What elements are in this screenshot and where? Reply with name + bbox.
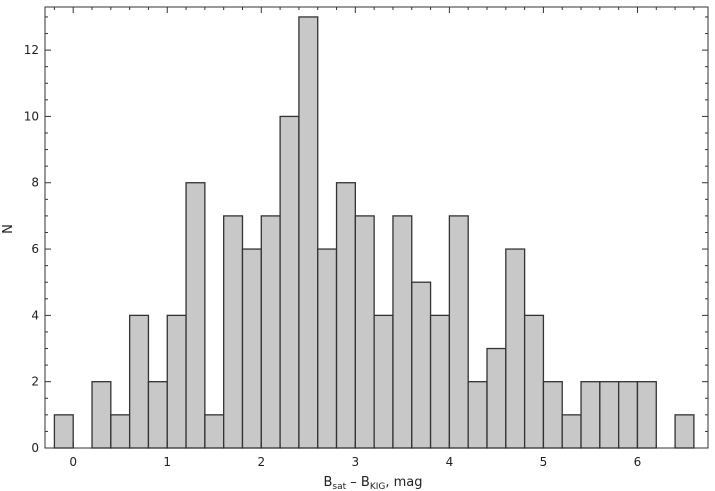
y-tick-labels: 0 2 4 6 8 10 12 (24, 43, 39, 455)
x-tick-label: 6 (634, 455, 642, 469)
y-tick-label: 2 (31, 375, 39, 389)
x-tick-label: 2 (257, 455, 265, 469)
histogram-bar (636, 381, 657, 449)
plot-frame (44, 6, 709, 449)
y-tick-label: 6 (31, 242, 39, 256)
histogram-bar (166, 314, 187, 449)
x-axis-label: Bsat – BKIG, mag (323, 475, 422, 491)
histogram-bar (467, 381, 488, 449)
histogram-bar (204, 414, 225, 449)
histogram-bar (317, 248, 338, 449)
y-tick-label: 8 (31, 176, 39, 190)
x-tick-label: 0 (69, 455, 77, 469)
histogram-bar (128, 314, 150, 449)
histogram-bar (241, 248, 262, 449)
histogram-bar (674, 414, 695, 449)
histogram-bar (279, 115, 300, 449)
histogram-bar (110, 414, 131, 449)
histogram-bar (618, 381, 639, 449)
y-tick-label: 12 (24, 43, 39, 57)
y-tick-label: 4 (31, 308, 39, 322)
histogram-bar (298, 16, 319, 449)
histogram-bar (411, 281, 432, 449)
histogram-bar (392, 215, 413, 449)
histogram-bar (599, 381, 620, 449)
histogram-bar (429, 314, 451, 449)
histogram-bar (561, 414, 582, 449)
histogram-bar (542, 381, 563, 449)
histogram-bars (53, 16, 695, 449)
x-axis-label-sub1: sat (332, 482, 346, 491)
y-axis-label: N (1, 224, 16, 234)
histogram-bar (448, 215, 469, 449)
x-tick-label: 3 (352, 455, 360, 469)
histogram-bar (523, 314, 545, 449)
histogram-bar (147, 381, 168, 449)
y-tick-label: 10 (24, 109, 39, 123)
x-axis-label-mid: – B (346, 475, 370, 490)
x-tick-label: 1 (163, 455, 171, 469)
histogram-bar (53, 414, 74, 449)
x-axis-label-end: , mag (385, 475, 422, 490)
histogram-bar (260, 215, 281, 449)
y-tick-label: 0 (31, 441, 39, 455)
x-axis-label-main: B (323, 475, 332, 490)
histogram-bar (354, 215, 375, 449)
histogram-bar (373, 314, 394, 449)
histogram-bar (185, 182, 206, 449)
histogram-bar (223, 215, 244, 449)
x-tick-labels: 0 1 2 3 4 5 6 (69, 455, 641, 469)
axis-ticks (45, 7, 708, 449)
histogram-bar (335, 182, 356, 449)
histogram-bar (505, 248, 526, 449)
x-axis-label-sub2: KIG (370, 482, 386, 491)
x-tick-label: 5 (540, 455, 548, 469)
histogram-bar (580, 381, 601, 449)
histogram-bar (486, 347, 507, 449)
x-tick-label: 4 (446, 455, 454, 469)
histogram-bar (91, 381, 112, 449)
